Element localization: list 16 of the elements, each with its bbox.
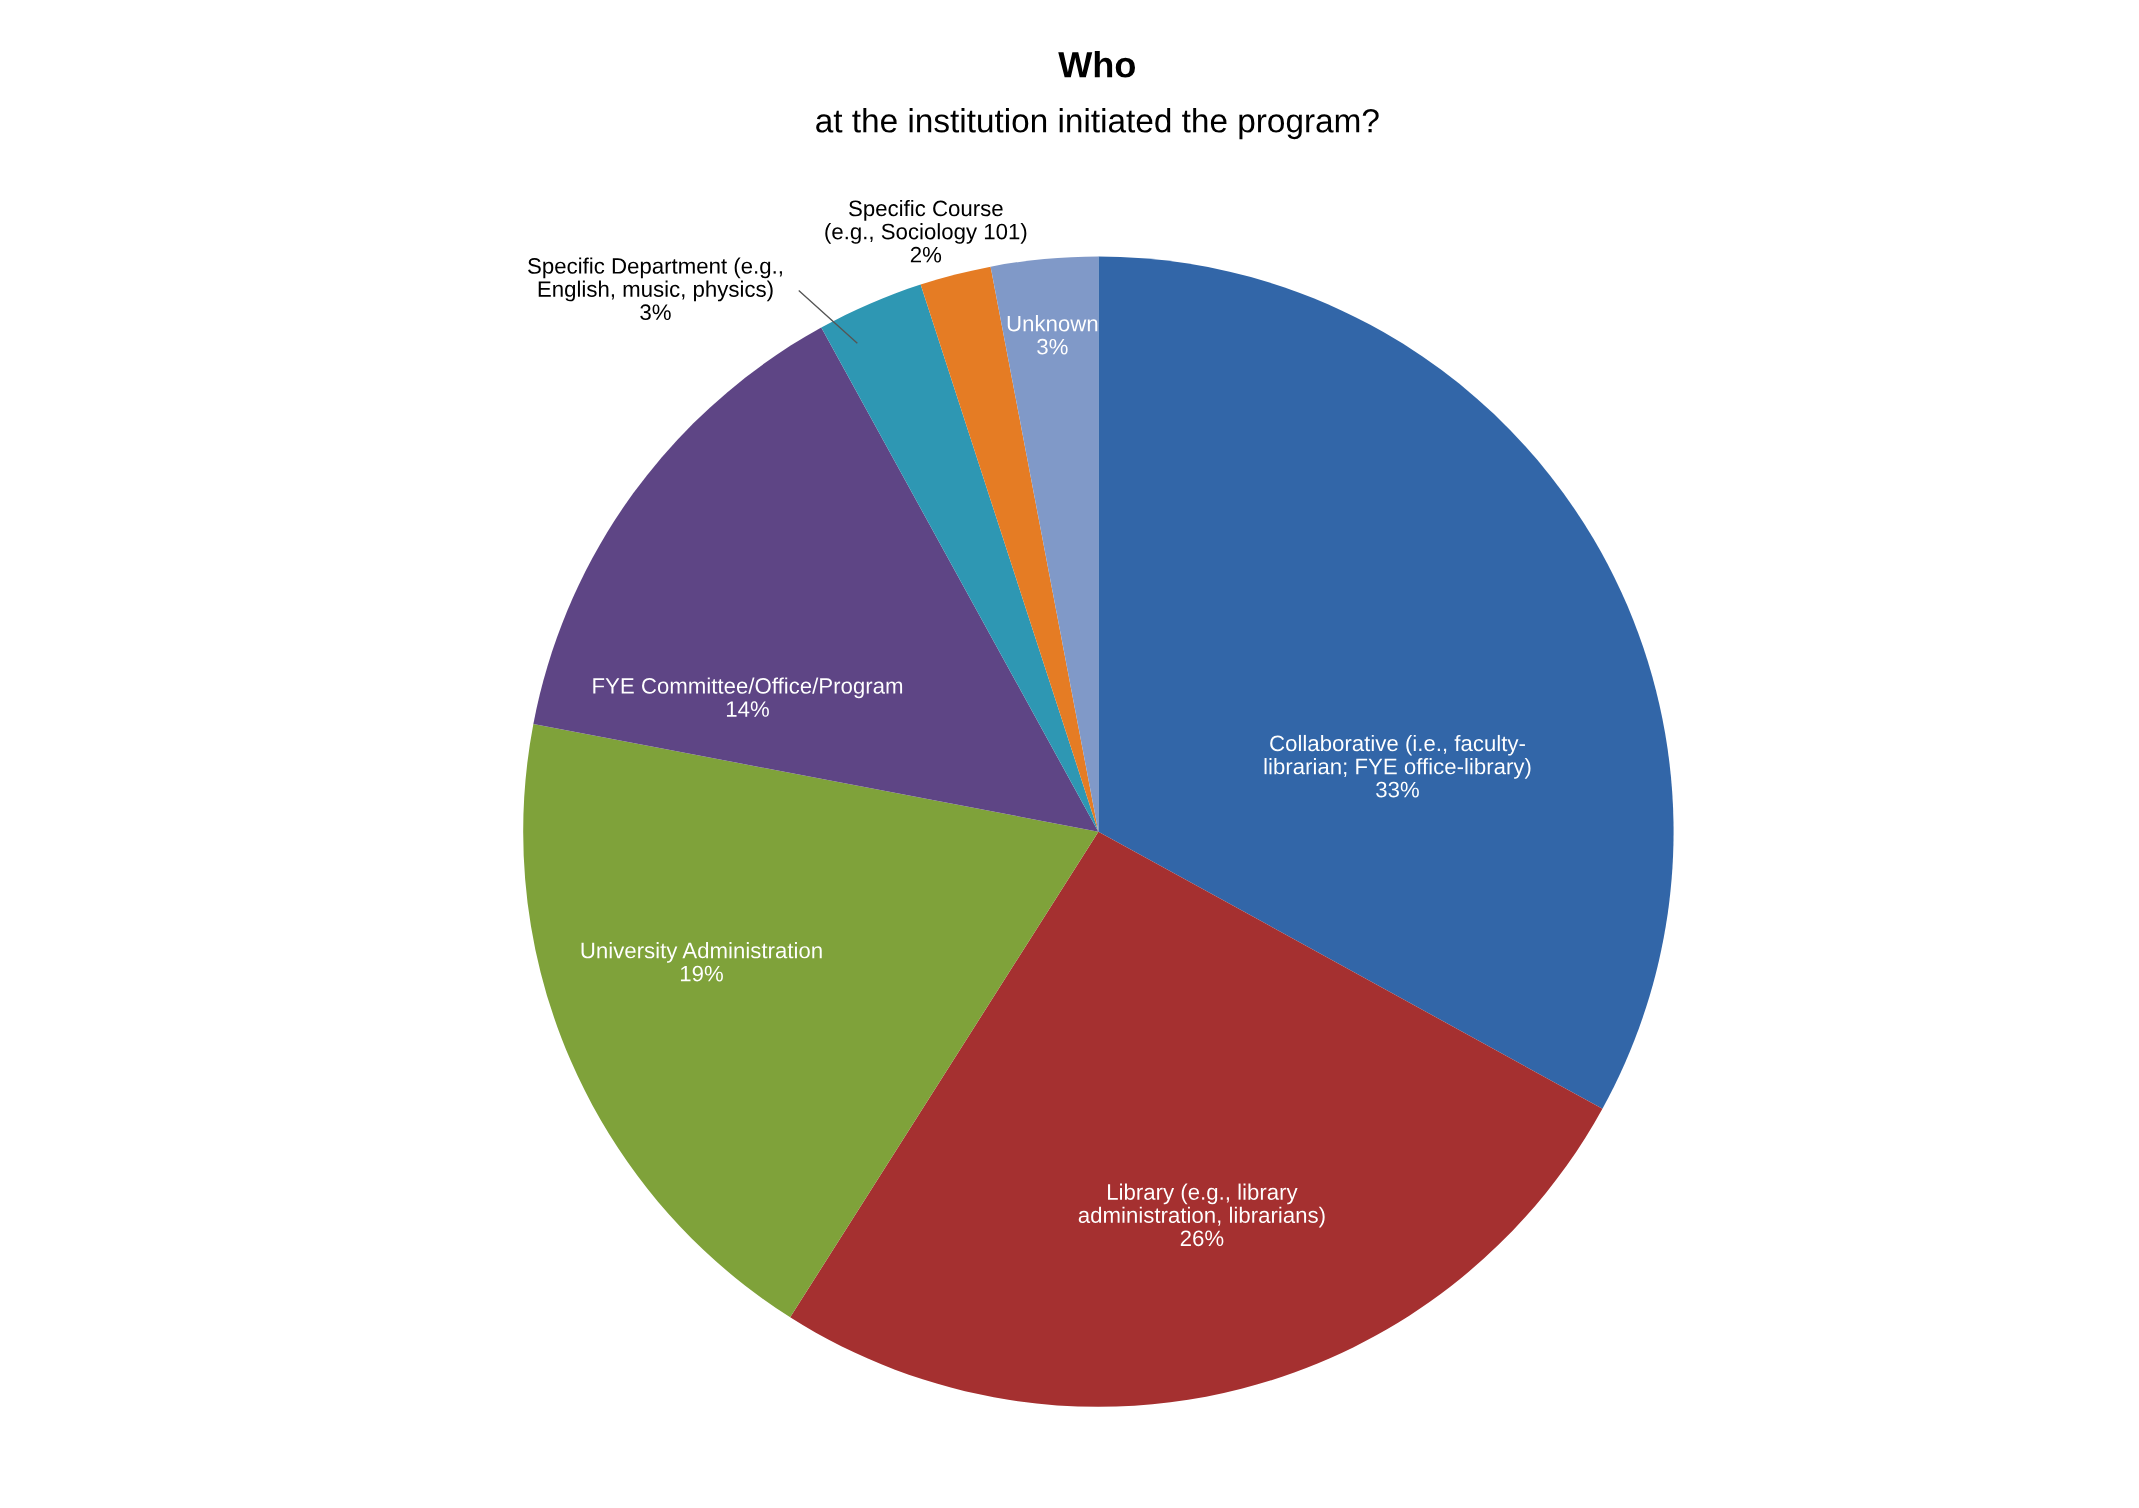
data-label: 19% <box>680 965 723 982</box>
data-label: 3% <box>1037 338 1068 355</box>
slice-label: Collaborative (i.e., faculty- librarian; FYE office-library) <box>1264 734 1531 779</box>
slice-label: University Administration <box>581 942 822 963</box>
slice-label: Library (e.g., library administration, librarians) <box>1078 1183 1325 1228</box>
data-label: 14% <box>726 701 769 717</box>
slice-label: Specific Course (e.g., Sociology 101) <box>825 199 1027 244</box>
slice-label: Specific Department (e.g., English, music, physics) <box>528 257 782 302</box>
data-label: 3% <box>640 304 671 321</box>
data-label: 33% <box>1376 781 1419 798</box>
chart-subtitle: at the institution initiated the program? <box>816 108 1379 140</box>
data-label: 26% <box>1180 1230 1224 1247</box>
data-label: 2% <box>910 246 942 263</box>
slice-label: Unknown <box>1007 315 1098 332</box>
slice-label: FYE Committee/Office/Program <box>593 677 903 699</box>
chart-title: Who <box>1058 51 1135 78</box>
